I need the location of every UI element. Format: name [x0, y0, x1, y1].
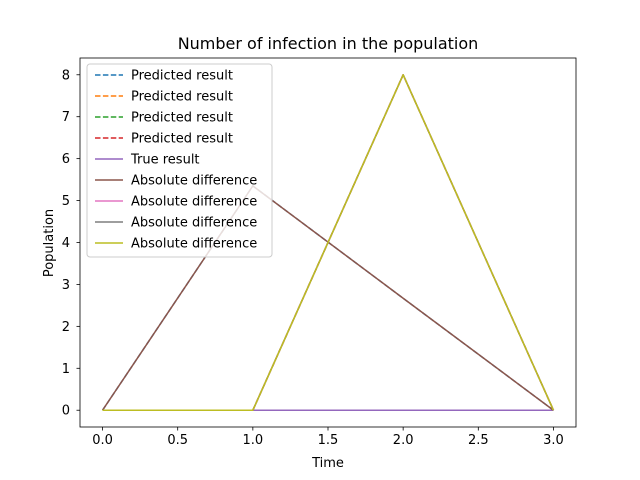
x-axis-label: Time — [311, 456, 344, 471]
x-axis: 0.0 0.5 1.0 1.5 2.0 2.5 3.0 — [92, 427, 564, 448]
y-tick-label: 8 — [62, 68, 70, 83]
y-axis: 0 1 2 3 4 5 6 7 8 — [62, 68, 80, 419]
plot-area — [79, 57, 577, 428]
x-tick-label: 0.0 — [92, 433, 113, 448]
y-tick-label: 4 — [62, 236, 70, 251]
chart-title: Number of infection in the population — [178, 34, 479, 53]
y-tick-label: 7 — [62, 110, 70, 125]
legend-label: Predicted result — [131, 111, 233, 126]
x-tick-label: 2.5 — [468, 433, 489, 448]
x-tick-label: 2.0 — [393, 433, 414, 448]
y-tick-label: 6 — [62, 152, 70, 167]
legend-label: Predicted result — [131, 90, 233, 105]
legend-label: Absolute difference — [131, 216, 257, 231]
y-tick-label: 1 — [62, 362, 70, 377]
y-tick-label: 0 — [62, 404, 70, 419]
legend: Predicted result Predicted result Predicte… — [86, 63, 273, 258]
y-axis-label: Population — [42, 209, 57, 277]
legend-label: Absolute difference — [131, 195, 257, 210]
y-tick-label: 3 — [62, 278, 70, 293]
legend-label: Absolute difference — [131, 174, 257, 189]
x-tick-label: 0.5 — [167, 433, 188, 448]
legend-label: Predicted result — [131, 69, 233, 84]
y-tick-label: 2 — [62, 320, 70, 335]
legend-label: Absolute difference — [131, 237, 257, 252]
legend-label: True result — [130, 153, 200, 168]
y-tick-label: 5 — [62, 194, 70, 209]
series-line-9 — [102, 74, 555, 411]
x-tick-label: 1.5 — [318, 433, 339, 448]
legend-box — [86, 63, 273, 258]
x-tick-label: 3.0 — [543, 433, 564, 448]
x-tick-label: 1.0 — [243, 433, 264, 448]
legend-label: Predicted result — [131, 132, 233, 147]
